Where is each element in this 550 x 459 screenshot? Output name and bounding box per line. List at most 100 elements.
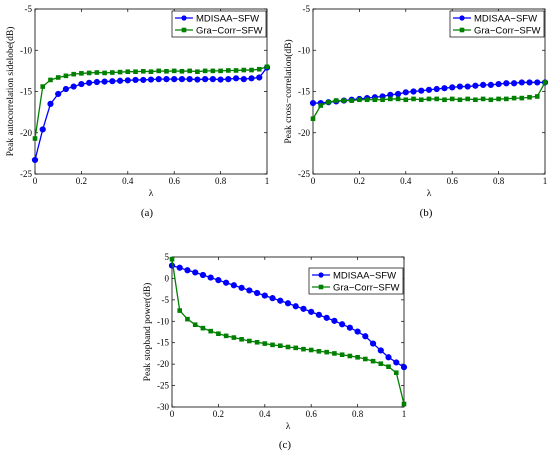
data-point bbox=[388, 96, 393, 102]
legend-box bbox=[308, 267, 404, 295]
data-point bbox=[504, 96, 509, 102]
data-point bbox=[117, 69, 123, 75]
y-tick-label: -25 bbox=[157, 381, 169, 391]
data-point bbox=[62, 85, 70, 93]
data-point bbox=[349, 98, 354, 103]
legend-marker bbox=[459, 15, 465, 21]
data-point bbox=[332, 351, 337, 356]
y-tick-label: -10 bbox=[298, 45, 310, 55]
data-point bbox=[292, 303, 299, 310]
y-axis-label: Peak cross−correlation(dB) bbox=[283, 39, 294, 143]
data-point bbox=[331, 317, 338, 324]
data-point bbox=[310, 116, 316, 122]
y-tick-label: -20 bbox=[298, 128, 310, 138]
x-tick-label: 0.2 bbox=[213, 409, 224, 419]
data-point bbox=[254, 339, 260, 345]
data-point bbox=[284, 300, 292, 307]
data-point bbox=[218, 68, 223, 74]
data-point bbox=[449, 84, 456, 91]
legend-marker bbox=[318, 272, 324, 278]
data-point bbox=[169, 256, 175, 262]
data-point bbox=[269, 295, 276, 302]
legend-label: Gra−Corr−SFW bbox=[474, 25, 541, 36]
data-point bbox=[78, 80, 85, 88]
x-tick-label: 1 bbox=[543, 176, 548, 186]
data-point bbox=[164, 68, 169, 74]
data-point bbox=[31, 156, 39, 164]
data-point bbox=[433, 85, 440, 93]
data-point bbox=[63, 73, 69, 79]
y-tick-label: 5 bbox=[165, 252, 170, 262]
data-point bbox=[480, 96, 486, 102]
data-point bbox=[369, 340, 377, 347]
y-tick-label: -15 bbox=[157, 338, 169, 348]
data-point bbox=[380, 97, 385, 103]
data-point bbox=[372, 97, 378, 103]
data-point bbox=[238, 284, 245, 291]
data-point bbox=[55, 90, 62, 98]
data-point bbox=[256, 74, 263, 81]
data-point bbox=[148, 69, 154, 74]
data-point bbox=[403, 97, 409, 103]
data-point bbox=[442, 97, 447, 103]
y-tick-label: -20 bbox=[20, 128, 32, 138]
data-point bbox=[370, 358, 376, 364]
data-point bbox=[94, 70, 100, 75]
data-point bbox=[140, 76, 147, 84]
data-point bbox=[309, 99, 317, 107]
data-point bbox=[324, 349, 329, 355]
legend-box bbox=[171, 10, 267, 38]
data-point bbox=[249, 67, 254, 73]
data-point bbox=[341, 98, 347, 103]
data-point bbox=[426, 96, 432, 102]
legend-marker bbox=[181, 15, 187, 21]
data-point bbox=[202, 68, 208, 74]
legend-marker bbox=[459, 27, 465, 33]
data-point bbox=[401, 401, 407, 407]
data-point bbox=[210, 68, 216, 74]
data-point bbox=[79, 71, 84, 76]
x-tick-label: 0.6 bbox=[447, 176, 459, 186]
x-tick-label: 0.4 bbox=[122, 176, 134, 186]
data-point bbox=[487, 81, 494, 89]
data-point bbox=[495, 80, 502, 88]
data-point bbox=[347, 353, 353, 359]
data-point bbox=[285, 344, 291, 350]
data-point bbox=[542, 80, 548, 85]
legend-label: MDISAA−SFW bbox=[333, 270, 396, 281]
data-point bbox=[233, 68, 239, 73]
x-axis-label: λ bbox=[149, 189, 154, 199]
data-point bbox=[519, 95, 525, 101]
data-point bbox=[125, 69, 131, 74]
y-tick-label: -20 bbox=[157, 359, 169, 369]
data-point bbox=[232, 75, 240, 82]
data-point bbox=[318, 103, 324, 108]
data-point bbox=[264, 64, 270, 70]
data-point bbox=[110, 70, 115, 75]
data-point bbox=[70, 83, 77, 90]
x-tick-label: 0 bbox=[311, 176, 316, 186]
data-point bbox=[223, 333, 229, 339]
data-point bbox=[308, 347, 314, 353]
data-point bbox=[192, 269, 199, 276]
data-point bbox=[223, 279, 230, 286]
data-point bbox=[132, 76, 139, 84]
legend-marker bbox=[181, 27, 187, 33]
x-tick-label: 0 bbox=[170, 409, 175, 419]
data-point bbox=[187, 68, 192, 74]
data-point bbox=[261, 292, 268, 299]
data-point bbox=[225, 76, 232, 83]
data-point bbox=[400, 364, 408, 371]
data-point bbox=[177, 308, 183, 313]
y-tick-label: -5 bbox=[303, 4, 311, 14]
data-point bbox=[527, 94, 532, 100]
data-point bbox=[178, 76, 186, 83]
data-point bbox=[209, 76, 216, 83]
y-tick-label: -30 bbox=[157, 402, 169, 412]
data-point bbox=[456, 83, 464, 90]
legend-box bbox=[449, 10, 545, 38]
data-point bbox=[393, 359, 400, 366]
y-tick-label: -10 bbox=[20, 45, 32, 55]
data-point bbox=[253, 289, 261, 297]
data-point bbox=[140, 68, 146, 74]
